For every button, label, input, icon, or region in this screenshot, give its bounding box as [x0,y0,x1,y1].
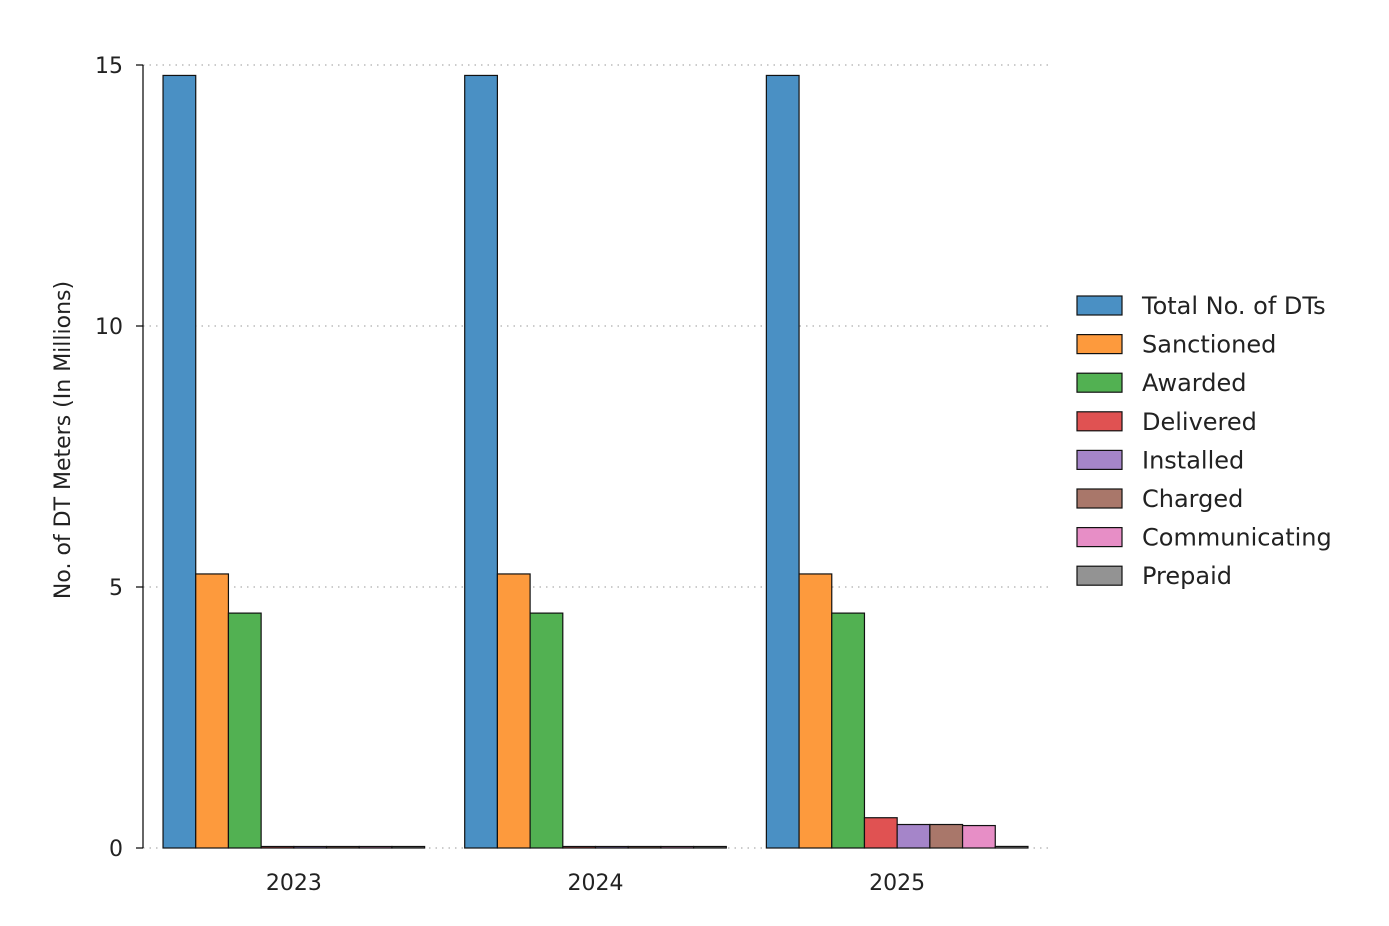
bar-communicating-2024 [660,845,695,849]
legend-label: Awarded [1142,369,1246,397]
x-tick-label: 2024 [568,871,624,896]
legend-label: Delivered [1142,408,1257,436]
legend-label: Installed [1142,446,1244,474]
bar-charged-2023 [325,845,360,849]
bar-installed-2024 [594,845,629,849]
legend-label: Communicating [1142,524,1332,552]
bar-prepaid-2023 [391,845,426,849]
bar-total-no-of-dts-2025 [765,74,800,849]
bar-sanctioned-2023 [195,573,230,849]
bar-charged-2025 [929,823,964,849]
bar-delivered-2025 [863,817,898,849]
legend-swatch [1076,526,1123,548]
bar-prepaid-2024 [692,845,727,849]
x-tick-label: 2025 [869,871,925,896]
legend-label: Sanctioned [1142,331,1276,359]
y-tick-label: 5 [109,576,123,601]
bar-total-no-of-dts-2024 [464,74,499,849]
legend-label: Total No. of DTs [1141,292,1326,320]
legend-swatch [1076,488,1123,509]
legend-label: Prepaid [1142,562,1232,590]
y-tick-label: 15 [95,54,123,79]
bar-delivered-2023 [260,845,295,849]
bar-awarded-2024 [529,612,564,849]
bar-sanctioned-2024 [496,573,531,849]
x-tick-label: 2023 [266,871,322,896]
bar-awarded-2023 [227,612,262,849]
legend-swatch [1076,334,1123,355]
legend-label: Charged [1142,485,1243,513]
legend-swatch [1076,295,1123,316]
bar-installed-2025 [896,823,931,849]
legend: Total No. of DTs Sanctioned Awarded Deliver… [1076,292,1332,590]
legend-swatch [1076,411,1123,432]
y-axis-label: No. of DT Meters (In Millions) [51,281,76,599]
bar-installed-2023 [293,845,328,849]
bar-communicating-2025 [961,824,996,849]
legend-swatch [1076,449,1123,470]
bar-prepaid-2025 [994,845,1029,849]
bar-sanctioned-2025 [798,573,833,849]
bar-charged-2024 [627,845,662,849]
bar-communicating-2023 [358,845,393,849]
y-tick-label: 0 [109,837,123,862]
y-tick-label: 10 [95,315,123,340]
gridlines [143,64,1048,849]
x-axis-ticks: 2023 2024 2025 [266,871,925,896]
legend-swatch [1076,372,1123,393]
legend-swatch [1076,565,1123,586]
bar-total-no-of-dts-2023 [162,74,197,849]
bars [162,74,1029,849]
y-axis-ticks: 0 5 10 15 [95,54,143,862]
bar-delivered-2024 [562,845,597,849]
bar-awarded-2025 [831,612,866,849]
